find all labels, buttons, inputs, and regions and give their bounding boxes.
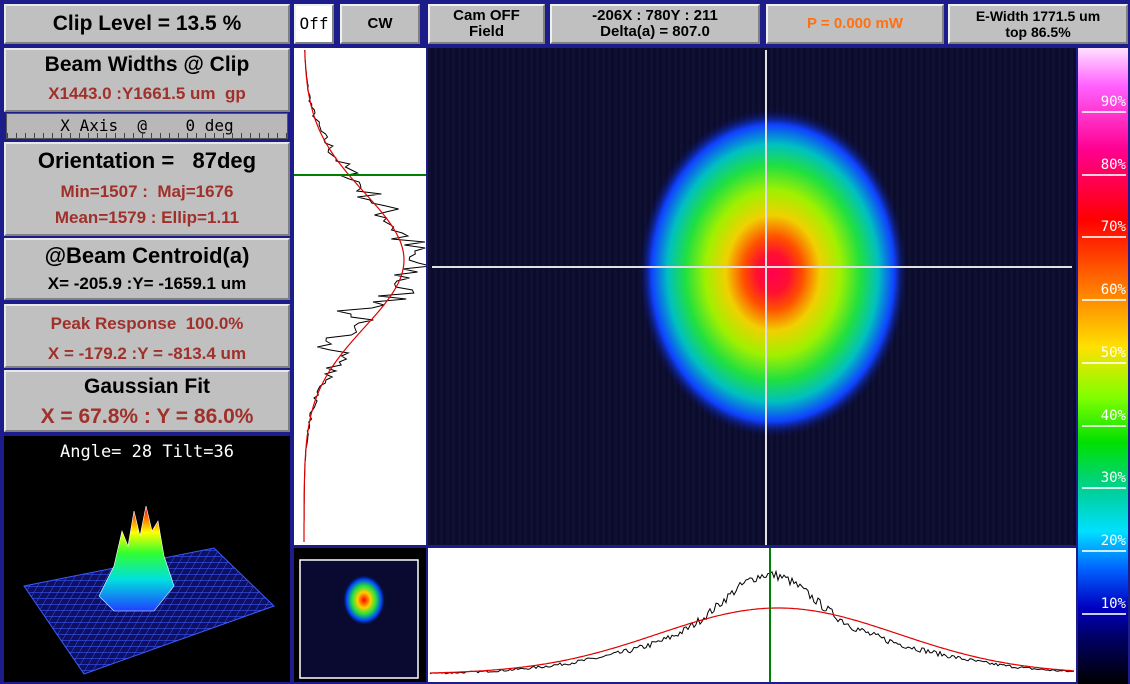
button-text: top 86.5% — [950, 24, 1126, 40]
horizontal-profile — [428, 548, 1076, 682]
orientation-line2: Mean=1579 : Ellip=1.11 — [6, 208, 288, 228]
scale-label: 60% — [1082, 282, 1126, 298]
profile-measured — [304, 50, 426, 542]
gaussian-title: Gaussian Fit — [6, 375, 288, 399]
profile-fit — [430, 608, 1074, 673]
gaussian-panel: Gaussian Fit X = 67.8% : Y = 86.0% — [4, 370, 290, 432]
button-text: -206X : 780Y : 211 — [552, 8, 758, 24]
thumbnail[interactable] — [294, 548, 426, 682]
scale-label: 50% — [1082, 345, 1126, 361]
orientation-panel: Orientation = 87deg Min=1507 : Maj=1676 … — [4, 142, 290, 236]
axis-control-label: X Axis @ 0 deg — [7, 116, 287, 135]
button-text: Field — [430, 24, 543, 40]
scale-label: 90% — [1082, 94, 1126, 110]
button-text: Delta(a) = 807.0 — [552, 24, 758, 40]
scale-label: 40% — [1082, 408, 1126, 424]
peak-value: X = -179.2 :Y = -813.4 um — [6, 344, 288, 364]
scale-label: 20% — [1082, 533, 1126, 549]
scale-label: 70% — [1082, 219, 1126, 235]
toolbar-button[interactable]: P = 0.000 mW — [766, 4, 944, 44]
button-text: P = 0.000 mW — [768, 16, 942, 32]
scale-label: 30% — [1082, 470, 1126, 486]
surface-plot — [4, 436, 290, 682]
button-text: Off — [296, 16, 332, 32]
toolbar-button[interactable]: Off — [294, 4, 334, 44]
button-text: Cam OFF — [430, 8, 543, 24]
view-3d: Angle= 28 Tilt=36 — [4, 436, 290, 682]
scale-label: 80% — [1082, 157, 1126, 173]
toolbar-button[interactable]: CW — [340, 4, 420, 44]
peak-panel: Peak Response 100.0% X = -179.2 :Y = -81… — [4, 304, 290, 368]
centroid-title: @Beam Centroid(a) — [6, 243, 288, 269]
beam-spot — [638, 108, 908, 438]
orientation-line1: Min=1507 : Maj=1676 — [6, 182, 288, 202]
surface-peak — [99, 506, 174, 611]
gaussian-value: X = 67.8% : Y = 86.0% — [6, 405, 288, 429]
beam-profiler-screen: Clip Level = 13.5 % Beam Widths @ Clip X… — [0, 0, 1130, 684]
color-scale — [1078, 48, 1128, 684]
centroid-panel: @Beam Centroid(a) X= -205.9 :Y= -1659.1 … — [4, 238, 290, 300]
beam-image — [428, 48, 1076, 545]
beam-widths-value: X1443.0 :Y1661.5 um gp — [6, 84, 288, 104]
axis-control[interactable]: X Axis @ 0 deg — [6, 113, 288, 139]
orientation-title: Orientation = 87deg — [6, 148, 288, 174]
button-text: E-Width 1771.5 um — [950, 8, 1126, 24]
vertical-profile — [294, 48, 426, 545]
clip-level: Clip Level = 13.5 % — [6, 12, 288, 36]
scale-label: 10% — [1082, 596, 1126, 612]
centroid-value: X= -205.9 :Y= -1659.1 um — [6, 274, 288, 294]
clip-level-panel[interactable]: Clip Level = 13.5 % — [4, 4, 290, 44]
peak-title: Peak Response 100.0% — [6, 314, 288, 334]
beam-widths-panel: Beam Widths @ Clip X1443.0 :Y1661.5 um g… — [4, 48, 290, 112]
profile-measured — [430, 572, 1074, 674]
button-text: CW — [342, 16, 418, 32]
thumbnail-spot — [342, 574, 386, 626]
beam-widths-title: Beam Widths @ Clip — [6, 53, 288, 77]
